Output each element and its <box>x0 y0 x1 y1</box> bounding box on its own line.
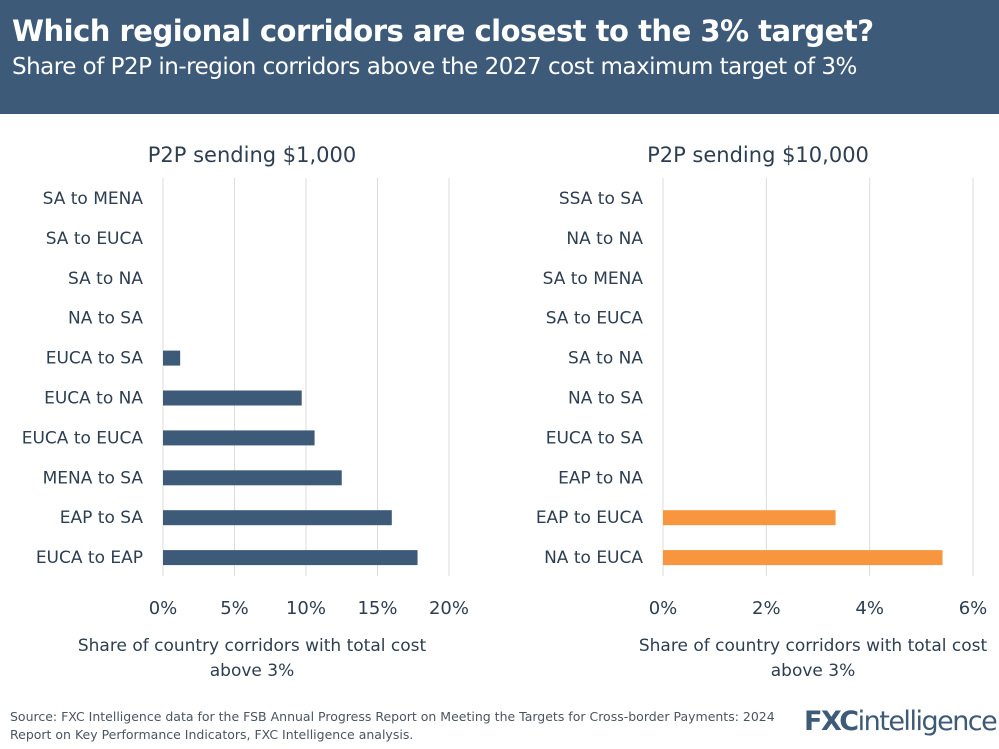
x-tick-label: 2% <box>752 598 781 619</box>
x-tick-label: 6% <box>959 598 988 619</box>
chart-title: Which regional corridors are closest to … <box>12 14 874 48</box>
bar <box>163 350 181 366</box>
category-label: EAP to NA <box>558 468 643 488</box>
x-tick-label: 20% <box>429 598 469 619</box>
source-note: Source: FXC Intelligence data for the FS… <box>10 708 790 744</box>
category-label: SA to NA <box>68 269 143 289</box>
x-tick-label: 0% <box>149 598 178 619</box>
bar <box>663 510 836 526</box>
chart-subtitle: Share of P2P in-region corridors above t… <box>12 54 857 80</box>
x-axis-label: Share of country corridors with total co… <box>78 636 427 656</box>
category-label: SSA to SA <box>559 189 644 209</box>
category-label: NA to EUCA <box>544 548 643 568</box>
category-label: SA to EUCA <box>46 229 144 249</box>
source-line-2: Report on Key Performance Indicators, FX… <box>10 727 414 742</box>
fxc-logo: FXCintelligence <box>804 706 998 737</box>
panel-title: P2P sending $10,000 <box>647 143 869 167</box>
category-label: NA to SA <box>68 309 143 329</box>
x-axis-label: Share of country corridors with total co… <box>639 636 988 656</box>
bar <box>163 510 392 526</box>
bar <box>163 390 302 406</box>
category-label: EUCA to NA <box>44 389 143 409</box>
category-label: SA to NA <box>568 349 643 369</box>
x-tick-label: 0% <box>649 598 678 619</box>
category-label: SA to MENA <box>43 189 144 209</box>
category-label: NA to SA <box>568 389 643 409</box>
bar <box>163 470 342 486</box>
category-label: NA to NA <box>566 229 643 249</box>
category-label: EUCA to SA <box>46 349 144 369</box>
category-label: SA to EUCA <box>546 309 644 329</box>
x-tick-label: 4% <box>855 598 884 619</box>
category-label: EUCA to SA <box>546 428 644 448</box>
category-label: SA to MENA <box>543 269 644 289</box>
charts: P2P sending $1,000 0% 5% 10% 15% 20% SA to MEN… <box>22 143 988 681</box>
category-label: MENA to SA <box>43 468 144 488</box>
x-axis-label: above 3% <box>771 661 856 681</box>
category-label: EAP to EUCA <box>536 508 644 528</box>
x-tick-label: 15% <box>357 598 397 619</box>
source-line-1: Source: FXC Intelligence data for the FS… <box>10 709 775 724</box>
x-tick-label: 5% <box>220 598 249 619</box>
category-label: EUCA to EAP <box>36 548 143 568</box>
x-tick-label: 10% <box>286 598 326 619</box>
bar <box>163 550 418 566</box>
panel-title: P2P sending $1,000 <box>148 143 357 167</box>
category-label: EAP to SA <box>60 508 144 528</box>
category-label: EUCA to EUCA <box>22 428 144 448</box>
x-axis-label: above 3% <box>210 661 295 681</box>
header: Which regional corridors are closest to … <box>0 0 999 114</box>
bar <box>163 430 315 446</box>
bar <box>663 550 943 566</box>
